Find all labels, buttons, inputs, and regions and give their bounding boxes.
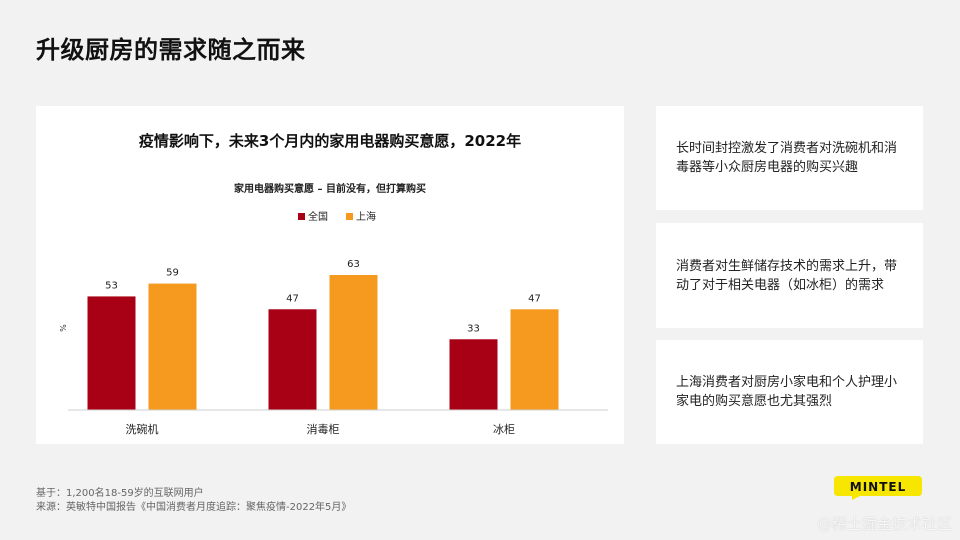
- x-tick-labels: 洗碗机 消毒柜 冰柜: [126, 422, 516, 436]
- data-label-0-1: 47: [286, 293, 299, 304]
- bar-0-2: [449, 339, 498, 410]
- bar-0-0: [87, 296, 136, 410]
- x-tick-label-2: 冰柜: [493, 423, 515, 436]
- bar-1-2: [510, 309, 559, 410]
- chart-subtitle: 家用电器购买意愿 – 目前没有，但打算购买: [234, 182, 426, 195]
- footnote-source: 来源：英敏特中国报告《中国消费者月度追踪：聚焦疫情-2022年5月》: [36, 502, 352, 513]
- mintel-logo-icon: MINTEL: [834, 476, 922, 500]
- insight-card-1: 长时间封控激发了消费者对洗碗机和消毒器等小众厨房电器的购买兴趣: [656, 106, 923, 210]
- bars-group: 53 59 47 63 33 47: [87, 259, 559, 410]
- insight-text-3: 上海消费者对厨房小家电和个人护理小家电的购买意愿也尤其强烈: [676, 375, 898, 409]
- chart-title: 疫情影响下，未来3个月内的家用电器购买意愿，2022年: [139, 132, 521, 150]
- legend-swatch-1: [346, 213, 353, 220]
- mintel-logo-text: MINTEL: [850, 480, 906, 494]
- data-label-0-0: 53: [105, 280, 118, 291]
- watermark: @稀土掘金技术社区: [816, 515, 952, 533]
- data-label-1-1: 63: [347, 259, 360, 270]
- data-label-1-2: 47: [528, 293, 541, 304]
- x-tick-label-0: 洗碗机: [126, 422, 159, 436]
- footnote-base: 基于：1,200名18-59岁的互联网用户: [36, 488, 204, 499]
- insight-card-2: 消费者对生鲜储存技术的需求上升，带动了对于相关电器（如冰柜）的需求: [656, 223, 923, 328]
- legend-label-1: 上海: [356, 210, 376, 223]
- bar-0-1: [268, 309, 317, 410]
- bar-chart: 疫情影响下，未来3个月内的家用电器购买意愿，2022年 家用电器购买意愿 – 目…: [58, 132, 608, 436]
- legend-swatch-0: [298, 213, 305, 220]
- chart-legend: 全国 上海: [298, 210, 376, 223]
- legend-label-0: 全国: [308, 210, 328, 223]
- y-axis-label: %: [58, 324, 67, 332]
- data-label-1-0: 59: [166, 268, 179, 279]
- insight-card-3: 上海消费者对厨房小家电和个人护理小家电的购买意愿也尤其强烈: [656, 340, 923, 444]
- data-label-0-2: 33: [467, 323, 480, 334]
- chart-card: 疫情影响下，未来3个月内的家用电器购买意愿，2022年 家用电器购买意愿 – 目…: [36, 106, 624, 444]
- page-title: 升级厨房的需求随之而来: [36, 36, 306, 64]
- x-tick-label-1: 消毒柜: [307, 422, 340, 436]
- insight-text-1: 长时间封控激发了消费者对洗碗机和消毒器等小众厨房电器的购买兴趣: [676, 141, 898, 175]
- bar-1-1: [329, 275, 378, 410]
- bar-1-0: [148, 283, 197, 410]
- insight-text-2: 消费者对生鲜储存技术的需求上升，带动了对于相关电器（如冰柜）的需求: [676, 258, 898, 293]
